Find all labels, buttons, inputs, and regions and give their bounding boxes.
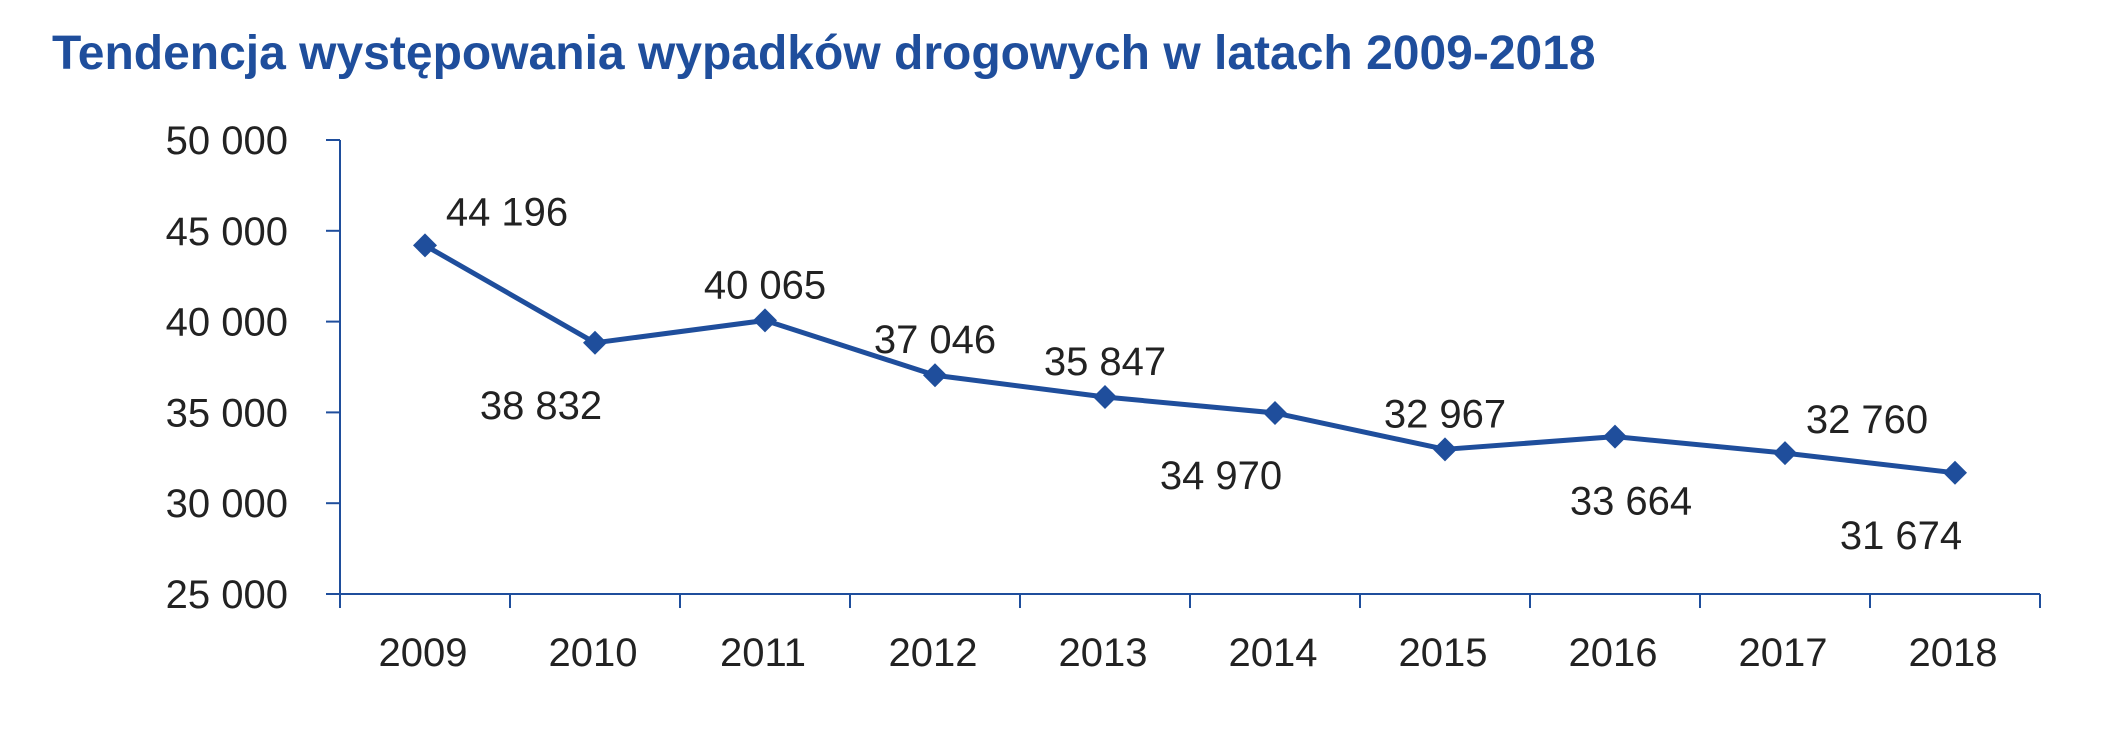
y-tick-label: 25 000 [166,573,288,617]
data-label: 33 664 [1570,480,1692,524]
y-axis-ticks: 25 000 30 000 35 000 40 000 45 000 50 000 [166,119,340,617]
data-label: 32 760 [1806,398,1928,442]
x-tick-label: 2017 [1739,631,1828,675]
series-line [423,243,1956,476]
data-label: 34 970 [1160,454,1282,498]
data-point-marker [1093,385,1117,410]
data-point-marker [753,308,777,333]
y-tick-label: 40 000 [166,301,288,345]
x-tick-label: 2013 [1059,631,1148,675]
x-tick-label: 2012 [889,631,978,675]
data-point-marker [583,330,607,355]
data-point-marker [923,363,947,388]
data-point-marker [1433,437,1457,462]
x-tick-label: 2015 [1399,631,1488,675]
data-labels: 44 196 38 832 40 065 37 046 35 847 34 970 32 9… [446,190,1962,557]
x-tick-label: 2018 [1909,631,1998,675]
axes [339,140,2040,595]
data-label: 32 967 [1384,392,1506,436]
data-point-marker [1943,460,1967,485]
x-tick-label: 2011 [720,631,806,675]
x-axis-ticks: 2009 2010 2011 2012 2013 2014 2015 2016 2017 2018 [339,594,2041,675]
x-tick-label: 2009 [379,631,468,675]
data-label: 37 046 [874,318,996,362]
data-point-marker [413,233,437,258]
y-tick-label: 35 000 [166,391,288,435]
x-tick-label: 2014 [1229,631,1318,675]
data-label: 31 674 [1840,514,1962,558]
data-label: 44 196 [446,190,568,234]
x-tick-label: 2010 [549,631,638,675]
data-point-marker [1263,400,1287,425]
chart-title: Tendencja występowania wypadków drogowyc… [52,27,1596,80]
data-label: 35 847 [1044,340,1166,384]
y-tick-label: 30 000 [166,482,288,526]
data-label: 38 832 [480,384,602,428]
y-tick-label: 45 000 [166,210,288,254]
data-label: 40 065 [704,263,826,307]
data-point-marker [1773,441,1797,466]
y-tick-label: 50 000 [166,119,288,163]
data-series [413,233,1967,485]
data-point-marker [1603,424,1627,449]
x-tick-label: 2016 [1569,631,1658,675]
